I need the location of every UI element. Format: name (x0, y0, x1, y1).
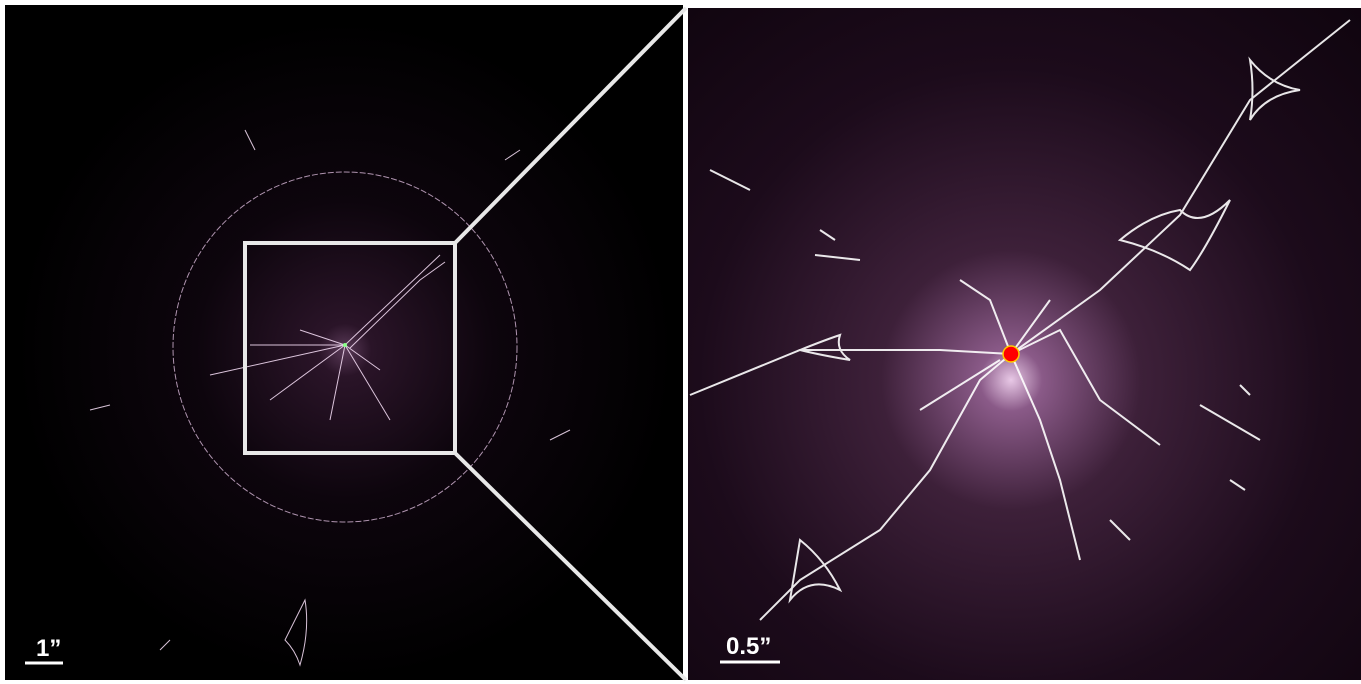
caustic-lines (689, 19, 1351, 621)
caustic-lines (89, 129, 571, 667)
right-panel: 0.5” (688, 8, 1361, 680)
zoom-connector (453, 451, 688, 682)
left-panel: 1” (5, 5, 683, 680)
scale-label: 0.5” (726, 633, 771, 660)
zoom-box (243, 241, 457, 455)
source-point (343, 343, 347, 347)
scale-label: 1” (36, 635, 61, 662)
zoom-connector (453, 6, 688, 245)
source-marker (1002, 345, 1020, 363)
caustic-ring (172, 171, 518, 523)
